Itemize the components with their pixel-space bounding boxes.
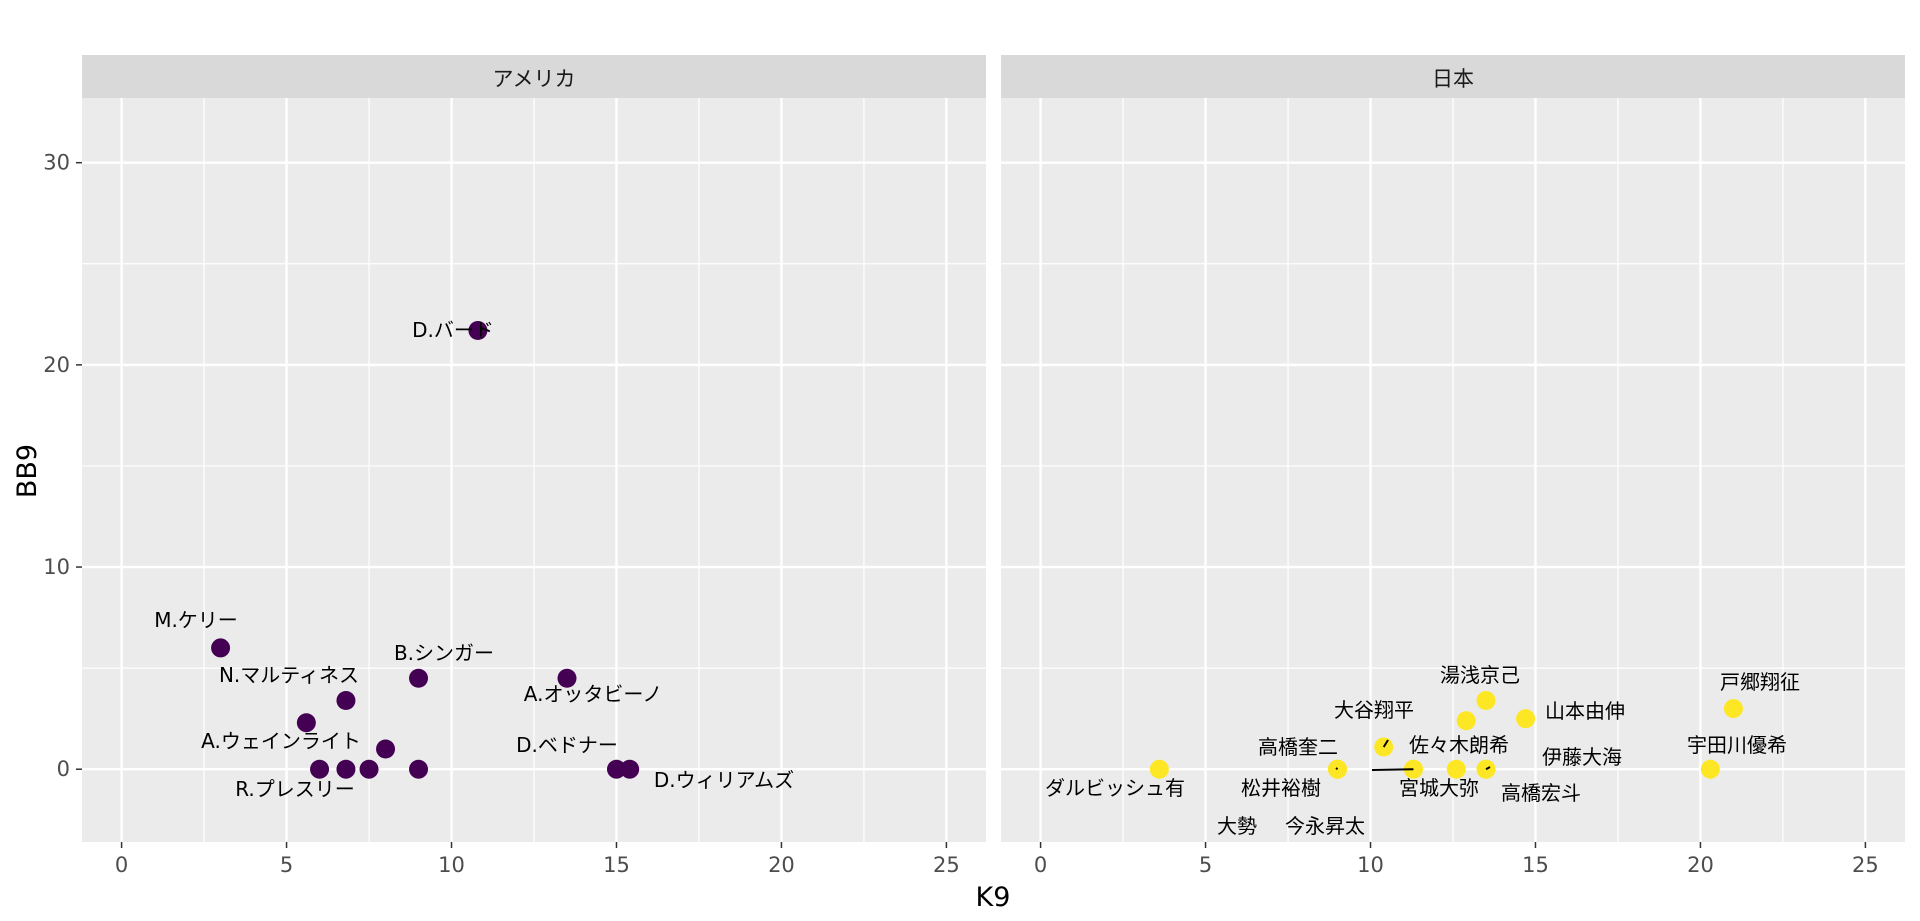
x-tick-label: 25 — [933, 853, 960, 877]
data-point — [468, 321, 488, 340]
data-point-label: ダルビッシュ有 — [1045, 776, 1185, 800]
data-point — [1723, 699, 1743, 719]
label-leader-line — [1485, 766, 1491, 771]
data-point — [620, 759, 640, 779]
y-tick-label: 20 — [43, 353, 70, 377]
x-tick-label: 20 — [768, 853, 795, 877]
data-point-label: D.ベドナー — [516, 733, 618, 757]
data-point-label: 宇田川優希 — [1687, 733, 1787, 757]
data-point — [557, 668, 577, 688]
x-axis-title: K9 — [976, 882, 1011, 913]
x-tick-label: 20 — [1687, 853, 1714, 877]
data-point-label: 大勢 — [1217, 814, 1257, 838]
data-point — [1516, 709, 1536, 729]
data-point — [606, 759, 626, 779]
data-point-label: D.ウィリアムズ — [654, 768, 794, 792]
facet-strip — [82, 55, 986, 98]
data-point — [336, 690, 356, 710]
data-point — [211, 638, 231, 658]
x-tick-label: 5 — [280, 853, 293, 877]
label-leader-line — [1371, 768, 1414, 771]
data-point — [1446, 759, 1466, 779]
data-point — [359, 759, 379, 779]
x-tick-label: 15 — [1522, 853, 1549, 877]
x-tick-label: 10 — [438, 853, 465, 877]
data-point-label: A.ウェインライト — [201, 729, 361, 753]
data-point — [1456, 711, 1476, 731]
facet-panel: アメリカ 0 5 10 15 20 25 0 10 20 30 D.バード M.ケリー B.シンガー A.オ… — [43, 55, 986, 877]
data-point-label: B.シンガー — [394, 641, 494, 665]
data-point-label: 高橋宏斗 — [1501, 781, 1581, 805]
x-tick-label: 0 — [115, 853, 128, 877]
y-tick-label: 0 — [57, 757, 70, 781]
data-point — [409, 759, 429, 779]
data-point — [409, 668, 429, 688]
data-point-label: N.マルティネス — [219, 663, 359, 687]
data-point — [1149, 759, 1169, 779]
data-point-label: 伊藤大海 — [1542, 745, 1622, 769]
data-point-label: 湯浅京己 — [1440, 663, 1520, 687]
x-tick-label: 10 — [1357, 853, 1384, 877]
data-point-label: 宮城大弥 — [1399, 776, 1479, 800]
y-axis-title: BB9 — [12, 444, 43, 498]
data-point — [310, 759, 330, 779]
data-point-label: 戸郷翔征 — [1720, 670, 1800, 694]
data-point-label: 大谷翔平 — [1334, 698, 1414, 722]
y-tick-label: 10 — [43, 555, 70, 579]
data-point — [376, 739, 396, 759]
data-point — [296, 713, 316, 733]
x-tick-label: 5 — [1199, 853, 1212, 877]
data-point — [1476, 690, 1496, 710]
data-point-label: 高橋奎二 — [1258, 735, 1338, 759]
x-tick-label: 0 — [1034, 853, 1047, 877]
data-point — [336, 759, 356, 779]
data-point-label: 今永昇太 — [1285, 814, 1365, 838]
data-point-label: A.オッタビーノ — [524, 682, 663, 706]
data-point-label: 山本由伸 — [1545, 699, 1625, 723]
label-leader-line — [1335, 767, 1339, 770]
data-point-label: R.プレスリー — [235, 777, 355, 801]
data-point-label: 佐々木朗希 — [1409, 733, 1509, 757]
facet-strip-label: アメリカ — [493, 67, 576, 91]
x-tick-label: 15 — [603, 853, 630, 877]
label-leader-line — [1382, 739, 1389, 748]
facet-strip-label: 日本 — [1432, 67, 1474, 91]
y-tick-label: 30 — [43, 151, 70, 175]
data-point-label: D.バード — [412, 318, 494, 342]
data-point — [1700, 759, 1720, 779]
facet-strip — [1001, 55, 1905, 98]
data-point-label: 松井裕樹 — [1241, 776, 1321, 800]
data-point-label: M.ケリー — [154, 608, 238, 632]
x-tick-label: 25 — [1852, 853, 1879, 877]
